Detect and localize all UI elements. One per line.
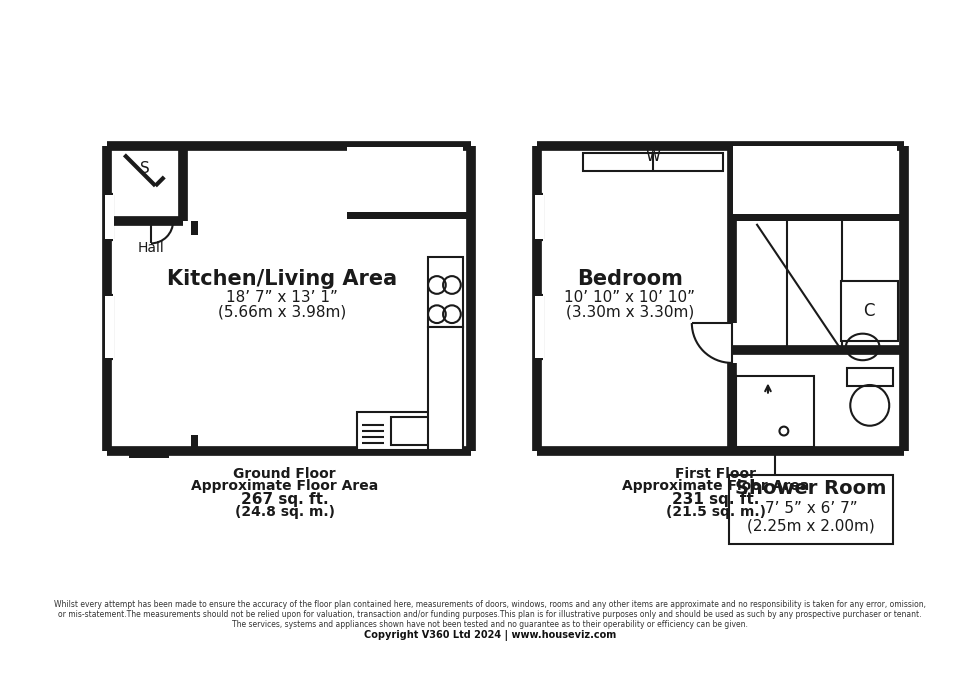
Bar: [358, 412, 435, 450]
Text: 7’ 5” x 6’ 7”: 7’ 5” x 6’ 7”: [764, 502, 858, 516]
Bar: [105, 297, 114, 358]
Text: (3.30m x 3.30m): (3.30m x 3.30m): [565, 304, 694, 319]
Text: S: S: [140, 161, 150, 175]
Bar: [732, 146, 898, 214]
Text: Copyright V360 Ltd 2024 | www.houseviz.com: Copyright V360 Ltd 2024 | www.houseviz.c…: [364, 630, 616, 641]
Bar: [347, 212, 470, 220]
Bar: [847, 368, 893, 386]
Text: Shower Room: Shower Room: [735, 479, 887, 498]
Text: 267 sq. ft.: 267 sq. ft.: [241, 492, 328, 507]
Text: (2.25m x 2.00m): (2.25m x 2.00m): [747, 518, 875, 533]
Text: Approximate Floor Area: Approximate Floor Area: [622, 479, 809, 493]
Text: Approximate Floor Area: Approximate Floor Area: [191, 479, 378, 493]
Text: Whilst every attempt has been made to ensure the accuracy of the floor plan cont: Whilst every attempt has been made to en…: [54, 600, 926, 609]
Bar: [729, 475, 893, 544]
Bar: [535, 195, 544, 239]
Bar: [191, 435, 198, 451]
Text: 231 sq. ft.: 231 sq. ft.: [672, 492, 760, 507]
Text: or mis-statement.The measurements should not be relied upon for valuation, trans: or mis-statement.The measurements should…: [58, 610, 922, 619]
Bar: [348, 147, 464, 212]
Text: W: W: [645, 149, 661, 164]
Bar: [732, 214, 905, 221]
Bar: [537, 146, 905, 451]
Text: (5.66m x 3.98m): (5.66m x 3.98m): [218, 304, 346, 319]
Text: C: C: [863, 301, 875, 319]
Text: (21.5 sq. m.): (21.5 sq. m.): [665, 505, 765, 518]
Bar: [107, 146, 470, 451]
Text: First Floor: First Floor: [675, 466, 757, 480]
Text: The services, systems and appliances shown have not been tested and no guarantee: The services, systems and appliances sho…: [232, 620, 748, 629]
Text: 18’ 7” x 13’ 1”: 18’ 7” x 13’ 1”: [226, 290, 338, 304]
Bar: [391, 417, 430, 445]
Bar: [428, 328, 464, 450]
Bar: [535, 297, 544, 358]
Bar: [736, 376, 814, 447]
Text: 10’ 10” x 10’ 10”: 10’ 10” x 10’ 10”: [564, 290, 696, 304]
Text: (24.8 sq. m.): (24.8 sq. m.): [234, 505, 334, 518]
Bar: [583, 153, 723, 170]
Text: Ground Floor: Ground Floor: [233, 466, 336, 480]
Text: Hall: Hall: [137, 240, 165, 255]
Text: Kitchen/Living Area: Kitchen/Living Area: [167, 270, 397, 289]
Bar: [191, 221, 198, 234]
Bar: [841, 281, 898, 341]
Bar: [428, 256, 464, 328]
Bar: [105, 195, 114, 239]
Bar: [128, 450, 169, 459]
Text: Bedroom: Bedroom: [577, 270, 683, 289]
